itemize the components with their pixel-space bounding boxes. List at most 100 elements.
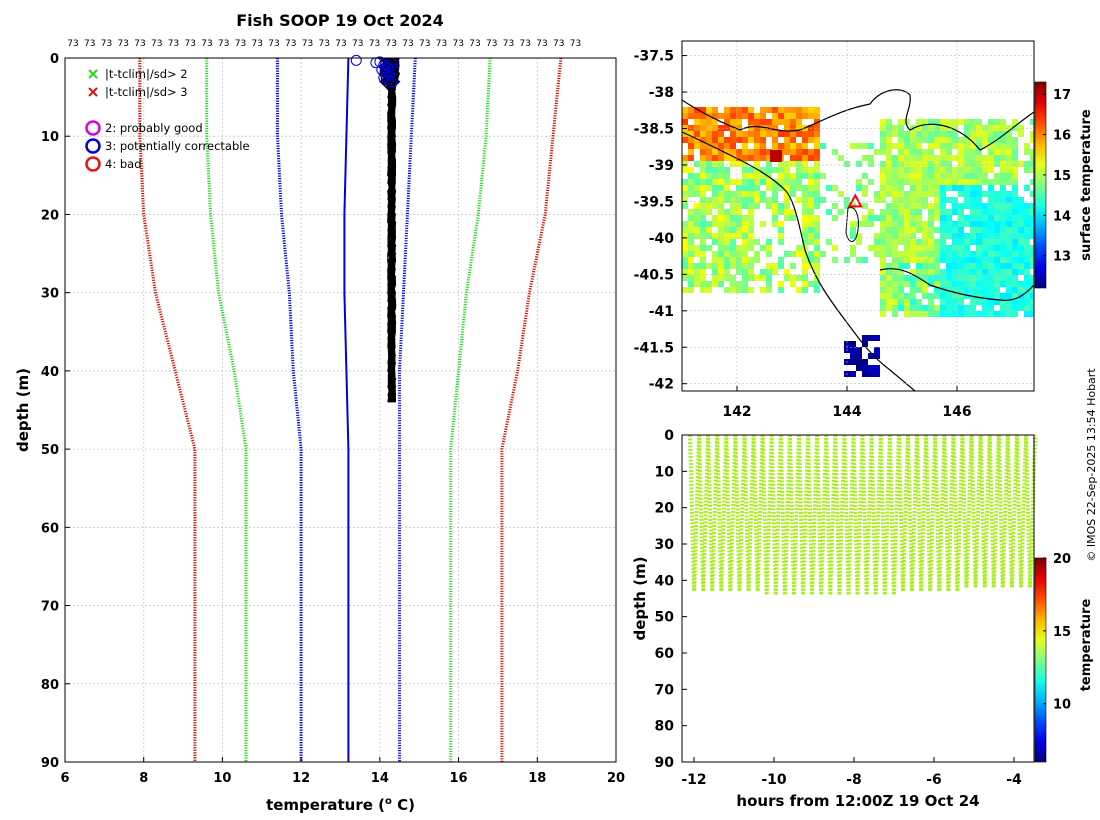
- sst-cell: [958, 287, 964, 293]
- sst-cell: [1000, 125, 1006, 131]
- sst-cell: [814, 137, 820, 143]
- sst-cell: [916, 119, 922, 125]
- x-tick-label: 18: [528, 771, 546, 786]
- sst-cell: [988, 155, 994, 161]
- sst-cell: [778, 209, 784, 215]
- sst-cell: [1030, 251, 1034, 257]
- sst-cell: [892, 197, 898, 203]
- sst-cell: [934, 161, 940, 167]
- sst-cell: [988, 287, 994, 293]
- sst-cell: [910, 161, 916, 167]
- sst-cell: [880, 221, 886, 227]
- sst-cell: [958, 209, 964, 215]
- sst-cell: [892, 161, 898, 167]
- sst-cell: [970, 173, 976, 179]
- sst-cell: [1024, 209, 1030, 215]
- sst-cell: [742, 149, 748, 155]
- sst-cell: [952, 173, 958, 179]
- sst-cell: [694, 227, 700, 233]
- sst-cell: [760, 113, 766, 119]
- sst-cell: [694, 131, 700, 137]
- sst-cell: [880, 281, 886, 287]
- sst-cell: [1000, 137, 1006, 143]
- sst-cell: [718, 239, 724, 245]
- sst-cell: [808, 113, 814, 119]
- sst-cell: [898, 185, 904, 191]
- sst-cb-tick-label: 15: [1053, 169, 1071, 184]
- sst-cell: [700, 203, 706, 209]
- sst-cell: [718, 155, 724, 161]
- sst-cell: [964, 137, 970, 143]
- sst-cell: [910, 155, 916, 161]
- sst-cell: [754, 119, 760, 125]
- sst-cell: [796, 149, 802, 155]
- sst-cell: [916, 269, 922, 275]
- sst-cell: [940, 275, 946, 281]
- sst-cell: [904, 299, 910, 305]
- sst-cell: [1018, 161, 1024, 167]
- sst-cell: [706, 203, 712, 209]
- sst-cell: [928, 245, 934, 251]
- sst-cell: [982, 263, 988, 269]
- sst-cell: [988, 131, 994, 137]
- sst-cell: [952, 305, 958, 311]
- sst-cell: [940, 125, 946, 131]
- sst-cell: [1012, 305, 1018, 311]
- sst-cell: [712, 257, 718, 263]
- sst-cell: [706, 167, 712, 173]
- sst-cell: [742, 155, 748, 161]
- sst-cell: [880, 167, 886, 173]
- sst-cell: [1030, 281, 1034, 287]
- sst-cell: [1006, 215, 1012, 221]
- sst-cell: [688, 251, 694, 257]
- sst-cell: [778, 233, 784, 239]
- sst-cell: [898, 197, 904, 203]
- sst-cell: [916, 299, 922, 305]
- sst-cell: [682, 191, 688, 197]
- sst-cell: [970, 131, 976, 137]
- sst-cell: [958, 281, 964, 287]
- sst-cell: [712, 221, 718, 227]
- sst-cell: [784, 203, 790, 209]
- sst-cell: [970, 227, 976, 233]
- sst-cell: [688, 179, 694, 185]
- sst-cell: [694, 251, 700, 257]
- sst-cell: [976, 149, 982, 155]
- sst-cell: [796, 275, 802, 281]
- sst-cell: [820, 251, 826, 257]
- map-y-tick-label: -38: [649, 85, 674, 101]
- sst-cell: [736, 221, 742, 227]
- sst-cell: [778, 221, 784, 227]
- flag3-point: [350, 54, 362, 66]
- sst-cell: [706, 233, 712, 239]
- sst-cell: [940, 209, 946, 215]
- sst-cell: [982, 281, 988, 287]
- sst-cell: [814, 143, 820, 149]
- sst-cell: [1012, 161, 1018, 167]
- sst-cell: [1012, 179, 1018, 185]
- sst-cell: [964, 155, 970, 161]
- sst-cell: [970, 125, 976, 131]
- sst-cell: [862, 359, 868, 365]
- sst-cell: [688, 191, 694, 197]
- sst-cell: [868, 353, 874, 359]
- sst-cell: [748, 215, 754, 221]
- sst-cell: [742, 269, 748, 275]
- sst-cell: [958, 143, 964, 149]
- sst-cell: [766, 245, 772, 251]
- sst-cell: [958, 251, 964, 257]
- sst-cell: [688, 227, 694, 233]
- sst-cell: [1006, 125, 1012, 131]
- sst-cell: [820, 143, 826, 149]
- sst-cell: [886, 203, 892, 209]
- sst-cell: [802, 227, 808, 233]
- flag3-point: [376, 64, 388, 76]
- sst-cell: [970, 161, 976, 167]
- sst-cell: [742, 239, 748, 245]
- sst-cell: [898, 239, 904, 245]
- sst-cell: [940, 119, 946, 125]
- sst-cell: [790, 185, 796, 191]
- sst-cell: [742, 275, 748, 281]
- sst-cell: [724, 143, 730, 149]
- sst-cell: [778, 179, 784, 185]
